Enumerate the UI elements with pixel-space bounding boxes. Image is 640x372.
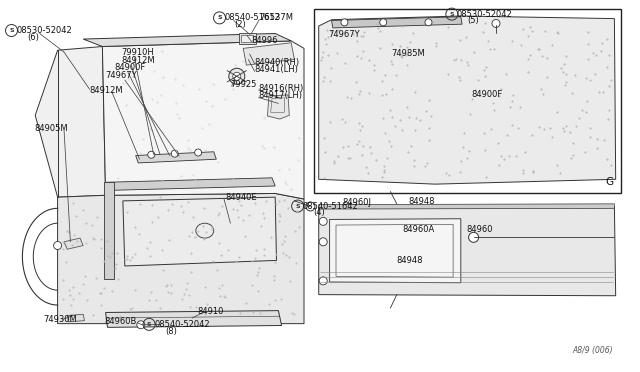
Circle shape (229, 68, 245, 84)
Circle shape (341, 19, 348, 26)
Text: 79925: 79925 (230, 80, 257, 89)
Circle shape (54, 241, 61, 250)
Text: S: S (9, 28, 14, 33)
Circle shape (468, 232, 479, 242)
Polygon shape (239, 33, 256, 44)
Text: 79910H: 79910H (122, 48, 154, 57)
Text: 84940(RH): 84940(RH) (255, 58, 300, 67)
Polygon shape (123, 197, 276, 266)
Polygon shape (64, 238, 83, 249)
Polygon shape (241, 35, 253, 42)
Circle shape (306, 202, 315, 211)
Text: (6): (6) (27, 33, 39, 42)
Text: 84900F: 84900F (472, 90, 503, 99)
Text: (5): (5) (467, 16, 479, 25)
Text: 74930M: 74930M (44, 315, 77, 324)
Circle shape (319, 238, 327, 246)
Polygon shape (106, 178, 275, 190)
Text: 84948: 84948 (397, 256, 423, 265)
Text: 84996: 84996 (251, 36, 277, 45)
Text: 74967Y: 74967Y (106, 71, 137, 80)
Text: 08530-52042: 08530-52042 (17, 26, 72, 35)
Circle shape (233, 72, 241, 80)
Text: 08540-51612: 08540-51612 (225, 13, 280, 22)
Text: 76537M: 76537M (259, 13, 293, 22)
Polygon shape (319, 16, 616, 184)
Text: 84905M: 84905M (34, 124, 68, 133)
Text: 84941(LH): 84941(LH) (255, 65, 299, 74)
Text: 84912M: 84912M (90, 86, 124, 94)
Text: 08530-52042: 08530-52042 (457, 10, 513, 19)
Polygon shape (319, 204, 614, 209)
Text: 84960B: 84960B (104, 317, 137, 326)
Text: 84940E: 84940E (225, 193, 257, 202)
Circle shape (319, 217, 327, 225)
Text: S: S (147, 322, 152, 327)
Text: G: G (605, 177, 614, 186)
Text: (2): (2) (234, 20, 246, 29)
Text: 84910: 84910 (197, 307, 223, 316)
Polygon shape (83, 33, 291, 46)
Polygon shape (136, 152, 216, 163)
Text: (4): (4) (314, 208, 325, 217)
Text: S: S (295, 203, 300, 209)
Circle shape (425, 19, 432, 26)
Circle shape (319, 277, 327, 285)
Text: 84960: 84960 (466, 225, 492, 234)
Circle shape (172, 150, 178, 157)
Text: 74967Y: 74967Y (328, 30, 360, 39)
Circle shape (380, 19, 387, 26)
Polygon shape (58, 193, 304, 324)
Text: 74985M: 74985M (392, 49, 426, 58)
Polygon shape (330, 219, 461, 283)
Polygon shape (67, 314, 84, 322)
Polygon shape (106, 311, 282, 327)
Bar (314, 9, 621, 193)
Text: 84916(RH): 84916(RH) (259, 84, 304, 93)
Text: 08540-52042: 08540-52042 (154, 320, 210, 329)
Text: S: S (217, 15, 222, 20)
Text: 84948: 84948 (408, 197, 435, 206)
Text: 84917(LH): 84917(LH) (259, 92, 303, 100)
Polygon shape (243, 43, 294, 65)
Polygon shape (102, 41, 304, 199)
Text: 08540-51642: 08540-51642 (303, 202, 358, 211)
Polygon shape (35, 46, 106, 197)
Polygon shape (268, 95, 289, 119)
Polygon shape (332, 17, 462, 28)
Text: A8/9 (006): A8/9 (006) (573, 346, 613, 355)
Text: 84900F: 84900F (114, 63, 145, 72)
Text: 84960A: 84960A (402, 225, 434, 234)
Text: 84960J: 84960J (342, 198, 371, 207)
Polygon shape (104, 182, 114, 279)
Circle shape (195, 149, 202, 156)
Text: (8): (8) (165, 327, 177, 336)
Text: S: S (449, 12, 454, 17)
Text: 84912M: 84912M (122, 56, 156, 65)
Circle shape (492, 19, 500, 28)
Polygon shape (319, 206, 616, 296)
Circle shape (137, 321, 145, 329)
Circle shape (148, 151, 155, 158)
